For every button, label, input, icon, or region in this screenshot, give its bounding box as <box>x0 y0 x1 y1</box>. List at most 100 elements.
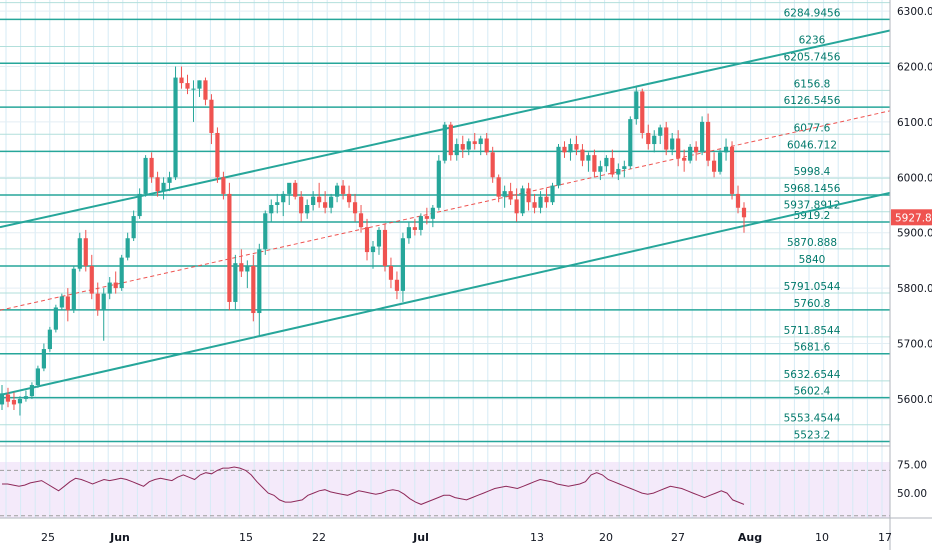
candles-layer[interactable] <box>0 66 747 416</box>
candle-body <box>89 265 94 294</box>
candle-body <box>203 80 208 100</box>
candle-body <box>532 202 537 208</box>
candle-body <box>448 124 453 156</box>
level-label: 6315.2 <box>794 0 831 3</box>
candle-body <box>508 191 513 200</box>
candle-body <box>711 160 717 172</box>
candle-body <box>197 80 202 89</box>
candle-body <box>221 177 226 194</box>
candle-body <box>729 146 735 194</box>
candle-body <box>95 293 100 311</box>
candle-body <box>694 146 699 153</box>
candle-body <box>580 149 585 161</box>
candle-body <box>317 196 322 203</box>
candle-body <box>346 193 352 203</box>
candle-body <box>382 229 388 266</box>
candle-body <box>11 400 17 405</box>
candle-body <box>209 99 214 133</box>
candle-body <box>646 132 651 145</box>
candle-body <box>191 88 196 90</box>
candle-body <box>544 196 549 203</box>
candle-body <box>741 207 747 218</box>
candle-body <box>592 155 597 172</box>
candle-body <box>735 193 741 208</box>
candle-body <box>5 394 11 402</box>
candle-body <box>143 157 148 194</box>
candle-body <box>101 293 106 311</box>
candle-body <box>47 329 52 350</box>
candle-body <box>454 144 459 156</box>
candle-body <box>119 257 124 289</box>
time-tick-label: Aug <box>738 531 762 544</box>
level-label: 5840 <box>799 254 826 266</box>
candle-body <box>352 202 358 214</box>
candle-body <box>412 227 417 230</box>
candle-body <box>682 157 687 161</box>
candle-body <box>436 160 441 208</box>
rsi-tick-label: 50.00 <box>897 488 927 500</box>
candle-body <box>41 349 46 369</box>
level-label: 5632.6544 <box>784 369 841 381</box>
candle-body <box>502 191 507 197</box>
price-tick-label: 6100.00 <box>897 117 932 129</box>
candle-body <box>388 265 394 280</box>
current-price-badge <box>891 209 932 226</box>
candle-body <box>538 196 543 208</box>
time-tick-label: 20 <box>599 531 613 544</box>
candle-body <box>700 121 705 153</box>
candle-body <box>167 177 172 183</box>
level-label: 5602.4 <box>794 386 831 398</box>
level-label: 5998.4 <box>794 166 831 178</box>
candle-body <box>59 296 64 308</box>
candle-body <box>424 216 429 219</box>
candle-body <box>155 177 160 192</box>
level-label: 5919.2 <box>794 210 831 222</box>
current-price-label: 5927.8 <box>895 212 932 224</box>
candle-body <box>293 182 298 197</box>
candle-body <box>149 157 154 178</box>
candle-body <box>568 144 573 153</box>
level-label: 6077.6 <box>794 122 831 134</box>
time-tick-label: 15 <box>239 531 253 544</box>
candle-body <box>586 155 591 161</box>
level-label: 5681.6 <box>794 342 831 354</box>
level-label: 5760.8 <box>794 298 831 310</box>
candle-body <box>23 396 29 399</box>
candle-body <box>71 268 76 311</box>
candle-body <box>430 207 435 219</box>
level-label: 5711.8544 <box>784 325 841 337</box>
candle-body <box>107 282 112 294</box>
price-tick-label: 5700.00 <box>897 339 932 351</box>
candle-body <box>364 227 370 253</box>
level-label: 5791.0544 <box>784 281 841 293</box>
candle-body <box>173 77 178 178</box>
candle-body <box>215 132 220 178</box>
candle-body <box>287 182 292 194</box>
candle-body <box>239 263 244 272</box>
candle-body <box>340 185 346 194</box>
levels-layer: 6315.2 6284.9456 6236 6205.7456 6156.8 6126.5… <box>0 0 890 443</box>
candle-body <box>484 138 489 153</box>
time-tick-label: 17 <box>878 531 892 544</box>
candle-body <box>670 138 675 150</box>
candle-body <box>688 146 693 161</box>
level-label: 6156.8 <box>794 78 831 90</box>
candle-body <box>526 188 531 203</box>
candle-body <box>131 216 136 239</box>
candle-body <box>634 91 639 120</box>
candle-body <box>676 138 681 158</box>
candle-body <box>245 265 250 272</box>
level-label: 5553.4544 <box>784 413 841 425</box>
candle-body <box>263 213 268 250</box>
level-label: 6126.5456 <box>784 95 841 107</box>
candle-body <box>604 157 609 167</box>
time-tick-label: 25 <box>41 531 55 544</box>
time-tick-label: 13 <box>530 531 544 544</box>
candle-body <box>257 249 262 314</box>
price-tick-label: 5600.00 <box>897 394 932 406</box>
candle-body <box>358 213 364 228</box>
price-tick-label: 5800.00 <box>897 283 932 295</box>
